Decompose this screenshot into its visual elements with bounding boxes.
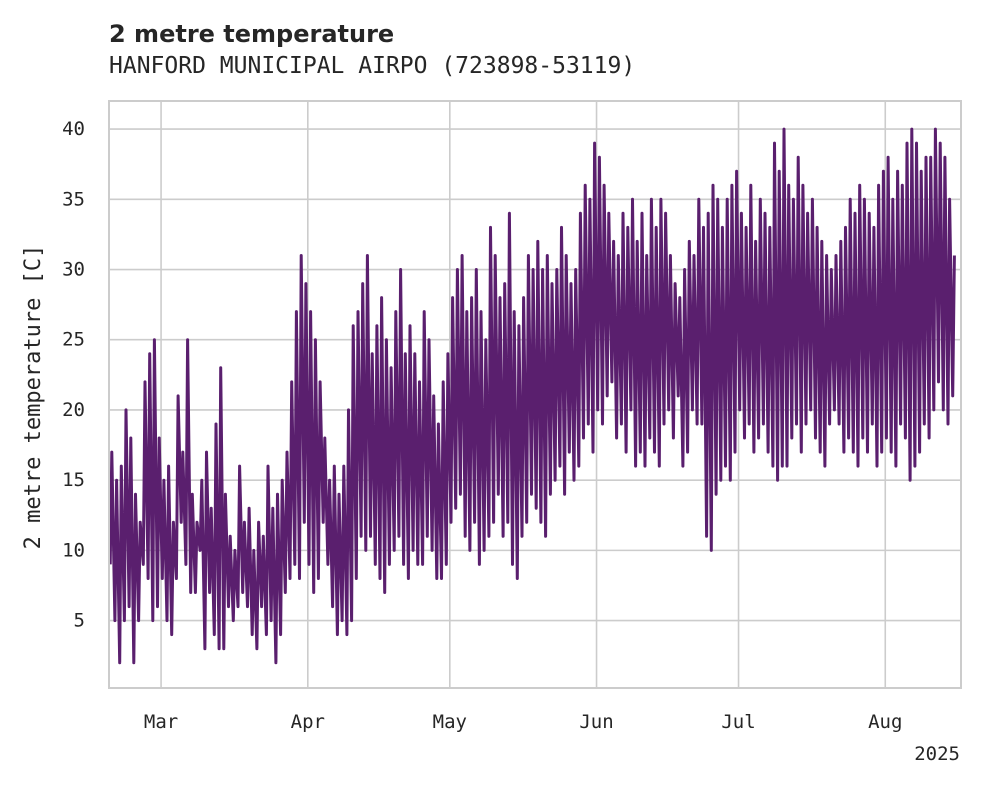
y-tick-label: 35 [62,188,85,210]
x-tick-label: May [433,711,467,733]
chart-title: 2 metre temperature [109,20,394,48]
y-tick-label: 5 [74,610,85,632]
x-tick-label: Jun [579,711,613,733]
chart-subtitle: HANFORD MUNICIPAL AIRPO (723898-53119) [109,53,635,79]
temperature-series-line [108,127,956,665]
series-layer [108,127,956,665]
x-axis: Mar Apr May Jun Jul Aug [144,711,903,733]
y-tick-label: 20 [62,399,85,421]
x-tick-label: Apr [291,711,325,733]
y-tick-label: 30 [62,259,85,281]
y-tick-label: 15 [62,469,85,491]
y-tick-label: 10 [62,539,85,561]
plot-frame [108,100,962,689]
x-axis-year-label: 2025 [914,743,960,765]
y-axis-label: 2 metre temperature [C] [21,245,46,550]
y-tick-label: 40 [62,118,85,140]
y-tick-label: 25 [62,329,85,351]
x-tick-label: Aug [868,711,902,733]
x-tick-label: Jul [721,711,755,733]
x-tick-label: Mar [144,711,178,733]
y-axis: 5 10 15 20 25 30 35 40 [62,118,85,632]
